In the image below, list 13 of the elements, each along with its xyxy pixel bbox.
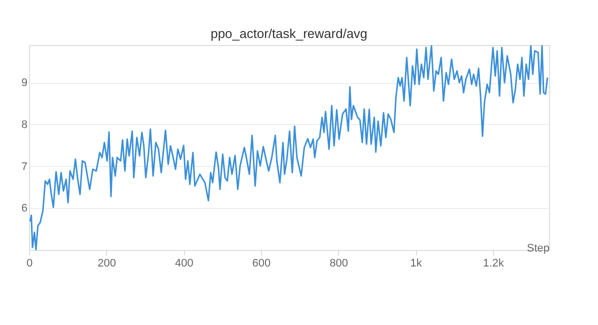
y-tick-label: 9 <box>21 77 28 90</box>
x-tick-label: 1k <box>410 258 422 270</box>
x-tick-label: 600 <box>252 258 271 270</box>
x-tick-label: 200 <box>98 258 116 270</box>
x-tick-label: 1.2k <box>483 258 504 270</box>
x-tick-label: 400 <box>174 258 194 270</box>
x-tick-label: 800 <box>330 258 348 270</box>
y-tick-label: 6 <box>21 202 28 215</box>
y-tick-label: 8 <box>21 118 28 131</box>
chart-title: ppo_actor/task_reward/avg <box>210 26 368 41</box>
x-tick-label: 0 <box>26 258 33 270</box>
x-axis-title: Step <box>526 242 550 254</box>
y-tick-label: 7 <box>21 160 28 173</box>
